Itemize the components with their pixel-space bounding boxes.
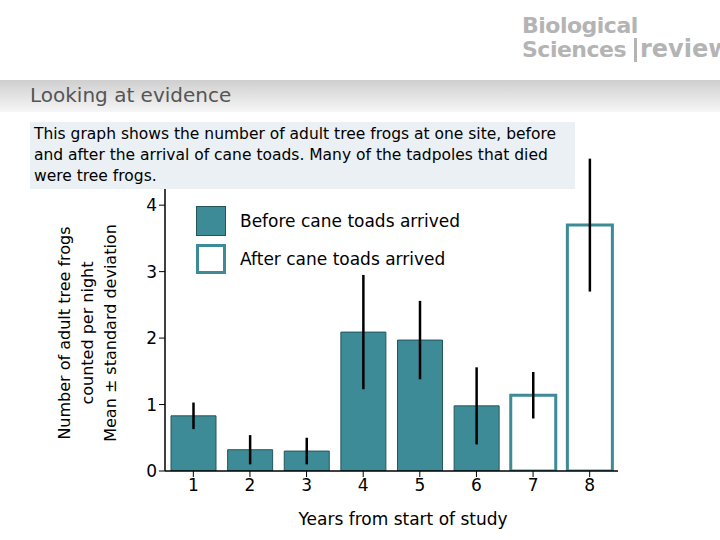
svg-text:Years from start of study: Years from start of study <box>297 509 507 529</box>
svg-text:counted per night: counted per night <box>78 261 97 404</box>
svg-text:Number of adult tree frogs: Number of adult tree frogs <box>55 226 74 439</box>
svg-text:2: 2 <box>146 328 157 348</box>
svg-text:3: 3 <box>146 262 157 282</box>
svg-text:7: 7 <box>528 475 539 495</box>
svg-text:8: 8 <box>584 475 595 495</box>
svg-text:4: 4 <box>146 195 157 215</box>
svg-text:4: 4 <box>358 475 369 495</box>
html-text:Looking at evidence: Looking at evidence <box>30 83 232 107</box>
svg-text:2: 2 <box>245 475 256 495</box>
html-text:Sciences: Sciences <box>522 37 627 62</box>
svg-text:3: 3 <box>301 475 312 495</box>
html-text:Before cane toads arrived: Before cane toads arrived <box>240 211 461 231</box>
html-text:This graph shows the number of: This graph shows the number of adult tre… <box>34 125 556 185</box>
svg-text:0: 0 <box>146 461 157 481</box>
svg-text:Mean ± standard deviation: Mean ± standard deviation <box>101 224 120 442</box>
html-text:After cane toads arrived: After cane toads arrived <box>240 249 446 269</box>
svg-text:6: 6 <box>471 475 482 495</box>
html-text:Biological: Biological <box>522 13 638 38</box>
svg-text:1: 1 <box>146 395 157 415</box>
svg-text:1: 1 <box>188 475 199 495</box>
svg-text:5: 5 <box>414 475 425 495</box>
